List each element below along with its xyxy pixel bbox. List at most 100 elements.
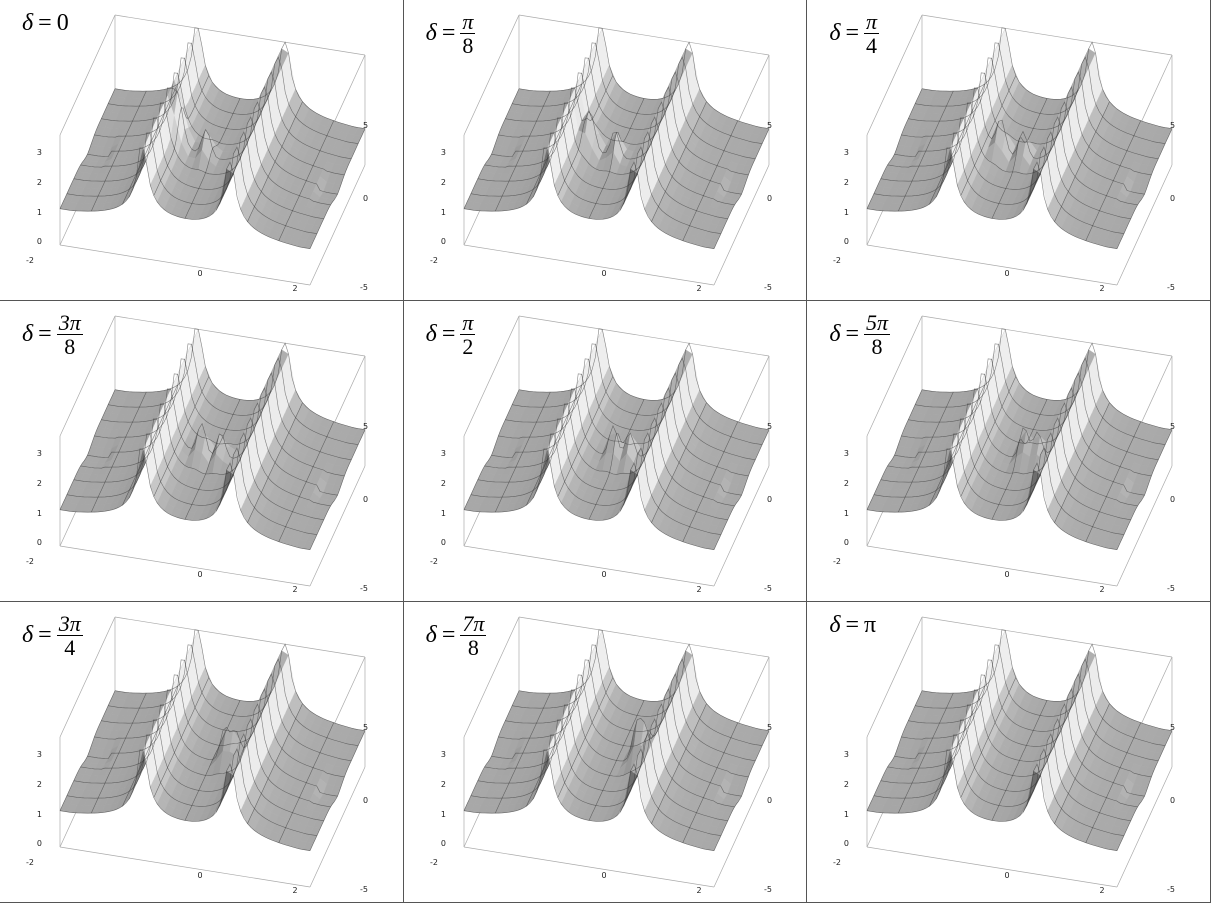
denominator: 8 — [64, 334, 76, 360]
mesh-line — [108, 343, 359, 445]
z-tick-label: 3 — [844, 148, 849, 157]
mesh-line — [463, 389, 519, 510]
symbol: δ — [829, 321, 841, 348]
panel: -2 0 2 -5 0 5 0 1 2 3 δ = π — [807, 602, 1211, 903]
y-tick-label: 5 — [363, 121, 368, 130]
z-tick-label: 1 — [37, 208, 42, 217]
mesh-line — [650, 703, 707, 824]
symbol: δ — [425, 622, 437, 649]
x-tick-label: 0 — [197, 570, 202, 579]
mesh-line — [309, 128, 366, 249]
mesh-line — [504, 57, 755, 159]
y-tick-label: 0 — [1170, 495, 1175, 504]
box-edge — [867, 846, 1118, 888]
mesh-line — [59, 389, 116, 510]
mesh-line — [650, 402, 707, 523]
mesh-line — [184, 700, 241, 821]
box-edge — [59, 244, 311, 286]
mesh-line — [588, 98, 644, 219]
symbol: δ — [829, 20, 841, 47]
denominator: 8 — [467, 635, 479, 661]
mesh-line — [504, 358, 755, 460]
z-tick-label: 3 — [441, 148, 446, 157]
z-tick-label: 2 — [844, 178, 849, 187]
z-tick-label: 3 — [441, 750, 446, 759]
mesh-line — [309, 429, 366, 550]
mesh-line — [1054, 101, 1111, 222]
mesh-line — [184, 399, 241, 520]
denominator: 4 — [64, 635, 76, 661]
mesh-line — [588, 399, 644, 520]
mesh-line — [992, 98, 1048, 219]
panel: -2 0 2 -5 0 5 0 1 2 3 δ = 0 — [0, 0, 404, 301]
y-tick-label: 0 — [767, 796, 772, 805]
mesh-line — [713, 429, 769, 550]
panel-label: δ = 3π 4 — [22, 612, 83, 659]
z-tick-label: 1 — [441, 509, 446, 518]
mesh-line — [650, 101, 707, 222]
x-tick-label: 0 — [197, 269, 202, 278]
symbol: δ — [425, 20, 437, 47]
mesh-line — [901, 373, 1152, 477]
z-tick-label: 3 — [441, 449, 446, 458]
panel: -2 0 2 -5 0 5 0 1 2 3 δ = π 8 — [403, 0, 808, 301]
symbol: δ — [425, 321, 437, 348]
denominator: 8 — [871, 334, 883, 360]
box-edge — [713, 465, 769, 587]
box-edge — [518, 616, 769, 658]
mesh-line — [247, 703, 303, 824]
mesh-line — [915, 42, 1166, 144]
mesh-line — [908, 57, 1159, 159]
mesh-line — [309, 730, 366, 851]
panel: -2 0 2 -5 0 5 0 1 2 3 δ = π 2 — [403, 301, 808, 602]
z-tick-label: 2 — [37, 479, 42, 488]
numerator: 5π — [864, 310, 891, 336]
numerator: π — [460, 310, 476, 336]
box-edge — [114, 315, 366, 357]
x-tick-label: 2 — [696, 284, 701, 293]
z-tick-label: 1 — [441, 810, 446, 819]
x-tick-label: 0 — [197, 871, 202, 880]
box-edge — [1117, 766, 1173, 888]
z-tick-label: 2 — [441, 479, 446, 488]
mesh-line — [1117, 429, 1173, 550]
panel: -2 0 2 -5 0 5 0 1 2 3 δ = 5π 8 — [807, 301, 1211, 602]
mesh-line — [518, 629, 769, 731]
x-tick-label: 0 — [601, 269, 606, 278]
numerator: π — [460, 9, 476, 35]
x-tick-label: 0 — [601, 570, 606, 579]
x-tick-label: -2 — [26, 256, 34, 265]
mesh-line — [94, 72, 345, 176]
panel-label: δ = 7π 8 — [426, 612, 487, 659]
mesh-line — [101, 358, 352, 460]
denominator: 8 — [462, 33, 474, 59]
panel: -2 0 2 -5 0 5 0 1 2 3 δ = 3π 4 — [0, 602, 404, 903]
y-tick-label: -5 — [764, 584, 772, 593]
panel-label: δ = π 4 — [829, 9, 880, 57]
mesh-line — [114, 629, 366, 731]
y-tick-label: -5 — [360, 283, 368, 292]
x-tick-label: 2 — [1100, 585, 1105, 594]
denominator: 2 — [462, 334, 474, 360]
z-tick-label: 1 — [37, 509, 42, 518]
panel-label: δ = 5π 8 — [829, 310, 891, 360]
panel: -2 0 2 -5 0 5 0 1 2 3 δ = 7π 8 — [403, 602, 808, 903]
box-edge — [867, 545, 1118, 587]
mesh-line — [511, 343, 762, 445]
x-tick-label: -2 — [430, 858, 438, 867]
box-edge — [867, 616, 923, 738]
numerator: π — [864, 9, 880, 35]
x-tick-label: 2 — [1100, 284, 1105, 293]
mesh-line — [518, 328, 769, 430]
box-edge — [309, 465, 366, 587]
mesh-line — [901, 72, 1152, 176]
mesh-line — [908, 358, 1159, 460]
z-tick-label: 0 — [441, 839, 446, 848]
mesh-line — [247, 402, 303, 523]
